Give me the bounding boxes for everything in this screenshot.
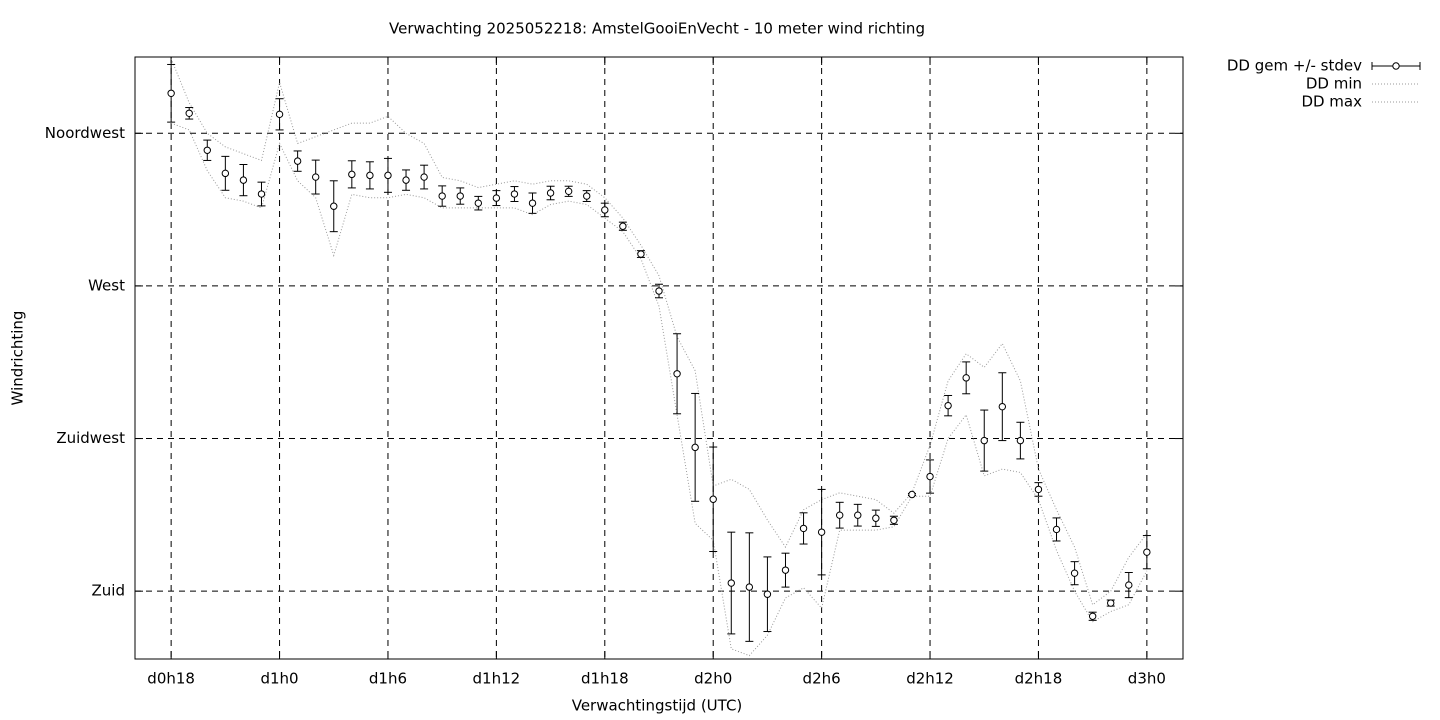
mean-point [438,192,446,200]
mean-point [221,169,230,178]
mean-point [239,176,248,184]
mean-point [474,199,483,207]
mean-point [763,590,772,598]
mean-point [492,194,501,202]
mean-point [637,250,645,258]
mean-point [655,287,663,295]
mean-point [203,146,211,154]
y-axis-label: Windrichting [9,311,27,406]
mean-point [998,402,1007,411]
range-line [170,58,1148,606]
mean-point [275,110,284,119]
mean-point [727,579,735,587]
mean-point [980,436,988,445]
chart-title: Verwachting 2025052218: AmstelGooiEnVech… [389,20,925,38]
mean-point [908,490,916,499]
x-tick-label: d3h0 [1128,670,1166,688]
mean-point [1034,485,1043,494]
mean-point [402,176,410,184]
x-tick-label: d1h6 [369,670,407,688]
mean-point [926,472,934,481]
mean-point [962,374,970,382]
mean-point [185,109,193,117]
mean-point [709,495,717,503]
x-tick-label: d2h12 [906,670,954,688]
mean-point [1143,548,1151,556]
mean-point [619,222,627,230]
mean-point [293,157,302,165]
y-tick-label: Zuidwest [56,429,125,447]
mean-point [1088,612,1097,620]
x-tick-label: d1h18 [581,670,629,688]
mean-point [528,199,537,207]
mean-point [835,511,844,519]
mean-point [348,170,356,179]
y-tick-label: West [88,276,125,294]
mean-point [944,401,952,410]
mean-point [1052,525,1061,534]
legend-label: DD min [1306,75,1362,93]
mean-point [1016,436,1025,445]
mean-point [546,189,555,197]
mean-point [564,187,573,196]
mean-point [745,583,754,591]
mean-point [510,190,519,198]
mean-point [799,524,808,533]
legend-label: DD gem +/- stdev [1227,57,1362,75]
legend-swatch [1392,62,1400,70]
mean-point [601,206,609,214]
mean-point [384,171,392,180]
mean-point [673,370,681,378]
x-tick-label: d2h0 [694,670,732,688]
mean-point [854,511,862,519]
x-axis-label: Verwachtingstijd (UTC) [572,697,743,715]
mean-point [781,566,790,574]
mean-point [167,89,175,97]
mean-point [420,173,428,181]
plot-frame [134,56,1184,660]
mean-point [890,516,898,524]
x-tick-label: d1h12 [473,670,521,688]
mean-point [1070,569,1079,577]
mean-point [257,190,266,198]
y-tick-label: Noordwest [45,124,125,142]
legend-label: DD max [1301,93,1362,111]
mean-point [366,171,374,180]
range-line [170,122,1148,657]
mean-point [1107,599,1115,607]
y-tick-label: Zuid [92,582,125,600]
mean-point [691,443,699,452]
mean-point [311,173,320,181]
x-tick-label: d2h6 [803,670,841,688]
mean-point [330,202,338,210]
mean-point [1125,581,1133,589]
mean-point [872,514,880,522]
x-tick-label: d2h18 [1015,670,1063,688]
mean-point [817,528,826,536]
x-tick-label: d1h0 [260,670,298,688]
x-tick-label: d0h18 [147,670,195,688]
mean-point [583,192,591,200]
mean-point [456,192,464,200]
